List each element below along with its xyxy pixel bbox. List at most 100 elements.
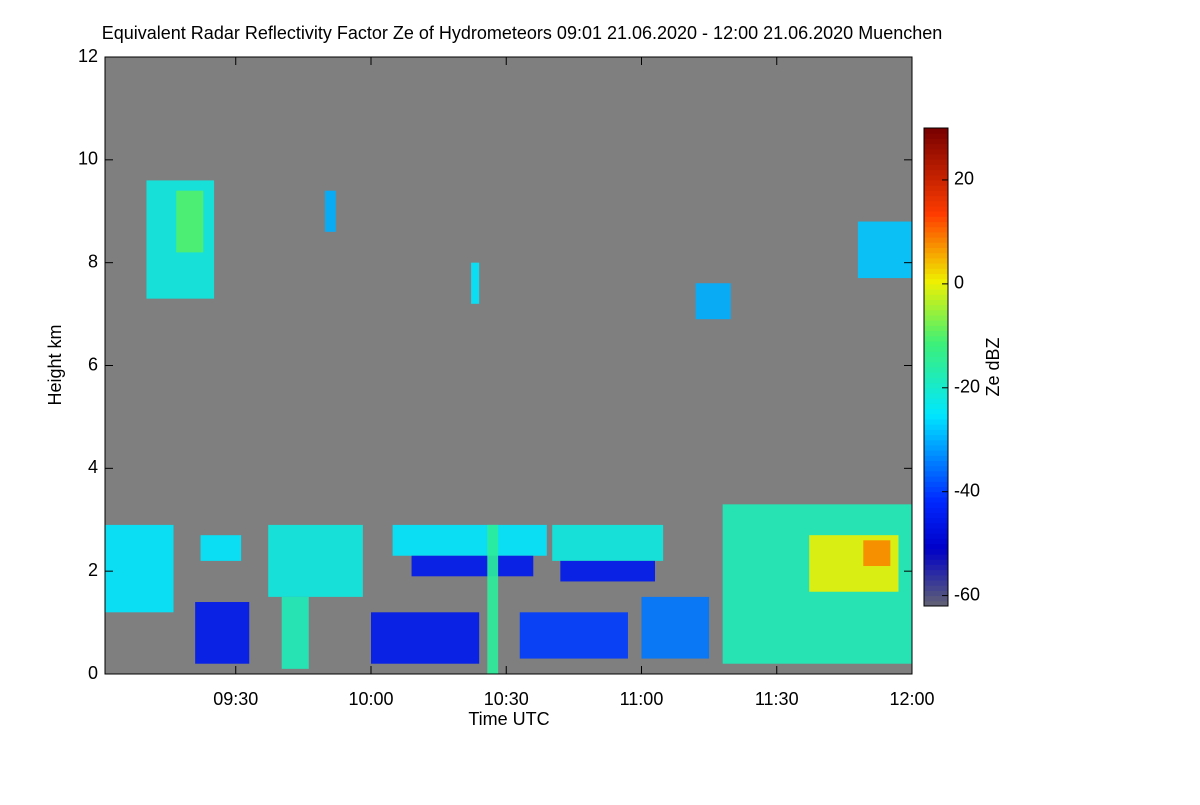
cells	[105, 180, 912, 674]
colorbar-step	[924, 486, 948, 493]
colorbar-tick-label: -40	[954, 480, 980, 500]
colorbar-step	[924, 341, 948, 347]
colorbar-step	[924, 133, 948, 139]
colorbar-step	[924, 595, 948, 602]
colorbar-step	[924, 522, 948, 529]
colorbar-step	[924, 491, 948, 498]
colorbar-step	[924, 470, 948, 477]
x-tick-label: 11:00	[620, 689, 664, 709]
colorbar-step	[924, 226, 948, 233]
colorbar-step	[924, 439, 948, 446]
colorbar-step	[924, 164, 948, 171]
x-tick-label: 09:30	[213, 689, 258, 709]
x-tick-label: 10:30	[484, 689, 529, 709]
colorbar-step	[924, 538, 948, 545]
colorbar-step	[924, 299, 948, 306]
x-tick-label: 11:30	[755, 689, 799, 709]
colorbar-step	[924, 335, 948, 342]
colorbar-step	[924, 237, 948, 243]
cell	[370, 612, 480, 664]
cell	[519, 612, 628, 659]
colorbar-step	[924, 444, 948, 451]
colorbar-step	[924, 408, 948, 415]
colorbar-step	[924, 221, 948, 228]
colorbar-step	[924, 580, 948, 586]
colorbar-step	[924, 190, 948, 197]
cell	[863, 540, 891, 567]
colorbar-step	[924, 346, 948, 352]
cell	[857, 221, 912, 279]
colorbar-tick-label: -20	[954, 377, 980, 397]
colorbar-step	[924, 216, 948, 223]
colorbar-step	[924, 185, 948, 191]
cell	[552, 524, 664, 561]
y-tick-label: 6	[88, 354, 98, 374]
colorbar-step	[924, 211, 948, 217]
colorbar-step	[924, 574, 948, 581]
colorbar-step	[924, 429, 948, 436]
y-tick-label: 2	[88, 560, 98, 580]
colorbar-step	[924, 392, 948, 399]
colorbar-step	[924, 351, 948, 358]
cell	[176, 190, 204, 253]
colorbar-tick-label: 0	[954, 273, 964, 293]
colorbar-step	[924, 309, 948, 316]
colorbar-step	[924, 143, 948, 150]
colorbar-step	[924, 138, 948, 145]
colorbar-step	[924, 268, 948, 274]
colorbar-step	[924, 512, 948, 519]
colorbar-step	[924, 569, 948, 576]
colorbar-step	[924, 382, 948, 389]
cell	[641, 596, 710, 659]
colorbar-step	[924, 590, 948, 597]
colorbar-step	[924, 367, 948, 373]
colorbar-step	[924, 600, 948, 607]
colorbar-step	[924, 554, 948, 560]
cell	[325, 190, 336, 232]
colorbar-step	[924, 325, 948, 332]
colorbar-step	[924, 413, 948, 420]
cell	[268, 524, 363, 597]
colorbar-step	[924, 247, 948, 254]
colorbar-step	[924, 159, 948, 165]
colorbar-step	[924, 263, 948, 269]
colorbar-step	[924, 533, 948, 539]
colorbar-step	[924, 559, 948, 565]
colorbar-step	[924, 315, 948, 321]
colorbar-step	[924, 585, 948, 591]
colorbar-step	[924, 387, 948, 394]
colorbar-step	[924, 242, 948, 248]
colorbar-step	[924, 148, 948, 155]
colorbar-step	[924, 377, 948, 384]
colorbar-step	[924, 304, 948, 311]
colorbar-step	[924, 273, 948, 280]
colorbar-step	[924, 460, 948, 467]
y-tick-label: 10	[78, 149, 98, 169]
cell	[281, 596, 309, 669]
colorbar-step	[924, 481, 948, 487]
y-axis-label: Height km	[45, 324, 65, 405]
colorbar-step	[924, 320, 948, 326]
colorbar-step	[924, 564, 948, 571]
colorbar-step	[924, 330, 948, 337]
colorbar-step	[924, 434, 948, 441]
colorbar-step	[924, 205, 948, 212]
colorbar-step	[924, 476, 948, 482]
colorbar-step	[924, 543, 948, 550]
colorbar-label: Ze dBZ	[983, 337, 1003, 396]
cell	[195, 602, 250, 664]
cell	[695, 283, 731, 320]
colorbar-step	[924, 424, 948, 430]
y-tick-label: 12	[78, 46, 98, 66]
colorbar-step	[924, 450, 948, 456]
colorbar-step	[924, 252, 948, 259]
cell	[471, 262, 480, 304]
x-tick-label: 12:00	[889, 689, 934, 709]
colorbar-step	[924, 278, 948, 285]
chart-title: Equivalent Radar Reflectivity Factor Ze …	[102, 23, 943, 43]
colorbar-step	[924, 403, 948, 410]
cell	[411, 555, 534, 577]
colorbar-step	[924, 128, 948, 134]
colorbar-step	[924, 548, 948, 555]
